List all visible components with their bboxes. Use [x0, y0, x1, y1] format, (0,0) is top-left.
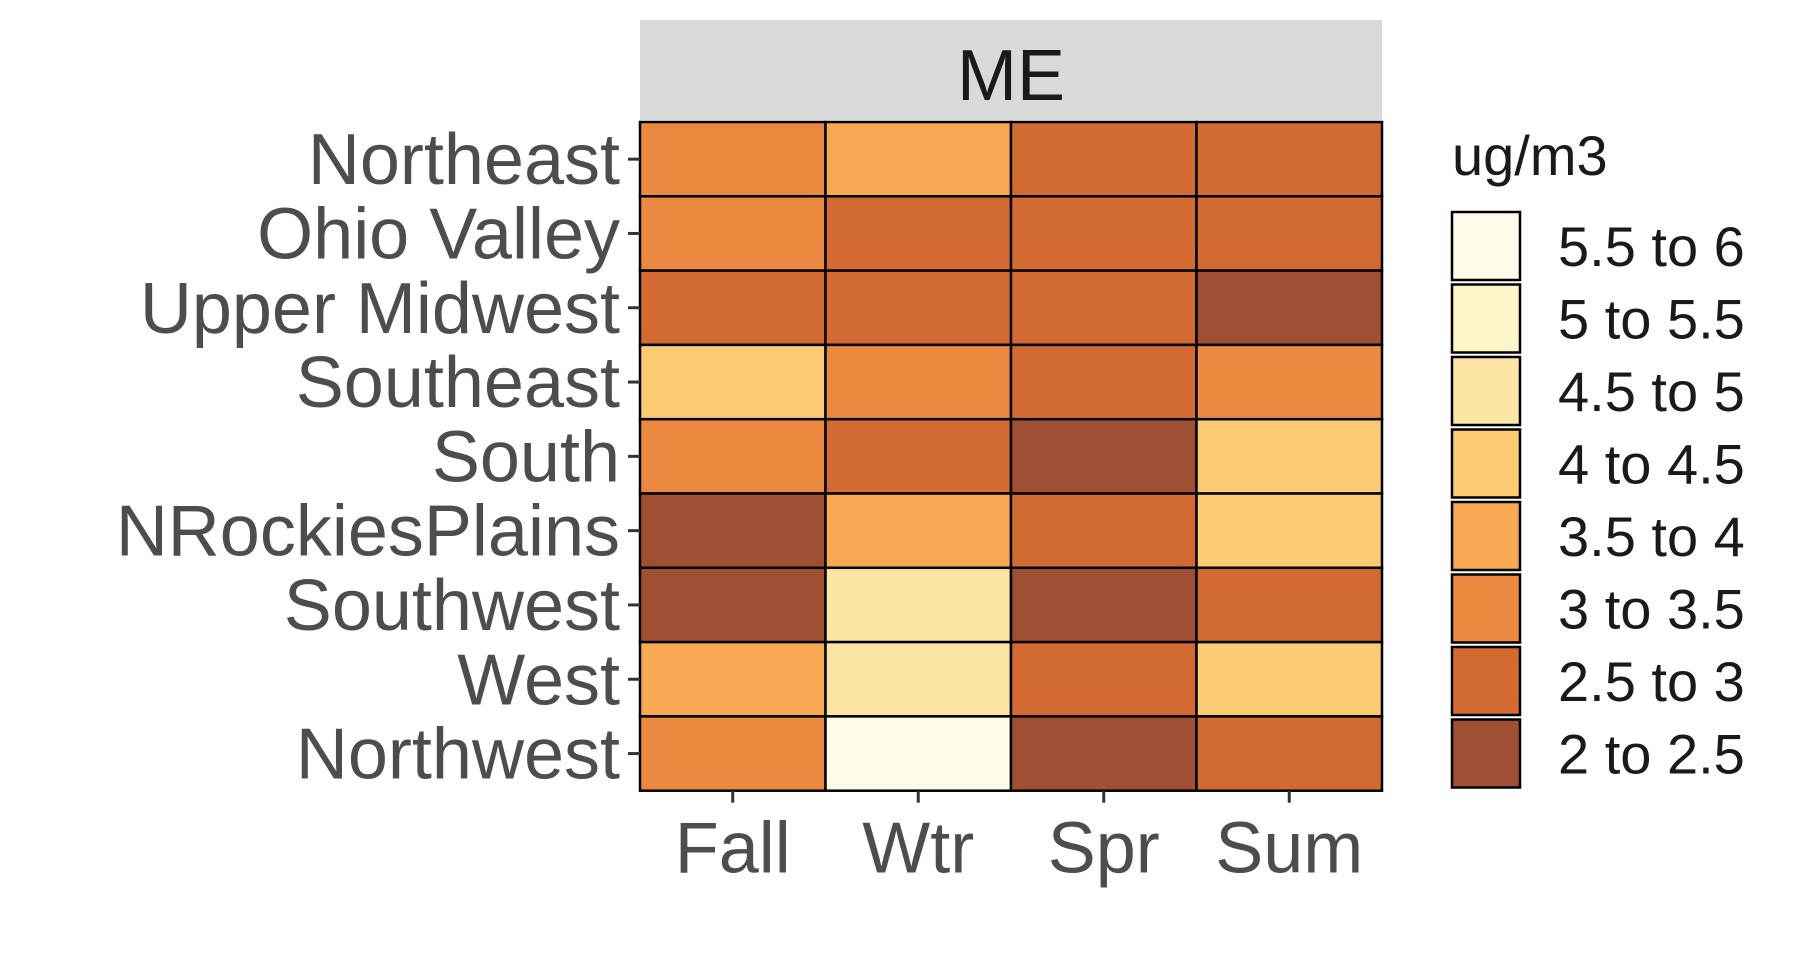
cell-south-spr: [1009, 417, 1198, 495]
cell-southwest-sum: [1195, 566, 1384, 644]
cell-southeast-sum: [1195, 343, 1384, 421]
legend-label: 3.5 to 4: [1558, 505, 1745, 568]
facet-strip: [640, 20, 1382, 120]
legend-label: 5.5 to 6: [1558, 215, 1745, 278]
cell-upper-midwest-spr: [1009, 269, 1198, 347]
legend-swatch: [1450, 210, 1522, 282]
cell-upper-midwest-sum: [1195, 269, 1384, 347]
y-tick-label: Southwest: [284, 566, 620, 646]
legend-swatch: [1450, 283, 1522, 354]
cell-northeast-wtr: [824, 120, 1013, 198]
cell-ohio-valley-spr: [1009, 195, 1198, 272]
x-tick-label: Fall: [675, 809, 791, 889]
y-tick-label: West: [457, 640, 620, 720]
cell-southeast-wtr: [824, 343, 1013, 421]
y-tick-label: Ohio Valley: [257, 194, 620, 274]
y-tick-label: Northwest: [296, 715, 620, 795]
cell-northwest-wtr: [824, 715, 1013, 792]
x-tick-label: Spr: [1048, 809, 1160, 889]
cell-ohio-valley-wtr: [824, 195, 1013, 272]
legend-label: 3 to 3.5: [1558, 578, 1745, 641]
y-tick-label: Southeast: [296, 343, 620, 423]
cell-northwest-sum: [1195, 715, 1384, 792]
legend-swatch: [1450, 718, 1522, 789]
legend-label: 4 to 4.5: [1558, 433, 1745, 496]
cell-nrockiesplains-wtr: [824, 492, 1013, 570]
cell-northeast-sum: [1195, 120, 1384, 198]
cell-upper-midwest-wtr: [824, 269, 1013, 347]
legend-label: 5 to 5.5: [1558, 288, 1745, 351]
cell-ohio-valley-fall: [638, 195, 827, 272]
legend-swatch: [1450, 573, 1522, 644]
heatmap-cells: [638, 120, 1384, 792]
legend-title: ug/m3: [1452, 124, 1608, 187]
legend-swatch: [1450, 355, 1522, 427]
x-tick-label: Sum: [1215, 809, 1363, 889]
cell-west-sum: [1195, 640, 1384, 718]
legend: ug/m3 5.5 to 6 5 to 5.5 4.5 to 5 4 to 4.5 3.…: [1450, 124, 1745, 789]
cell-northeast-spr: [1009, 120, 1198, 198]
cell-south-sum: [1195, 417, 1384, 495]
legend-swatch: [1450, 428, 1522, 499]
legend-label: 4.5 to 5: [1558, 360, 1745, 423]
cell-ohio-valley-sum: [1195, 195, 1384, 272]
legend-label: 2 to 2.5: [1558, 723, 1745, 786]
cell-northwest-spr: [1009, 715, 1198, 792]
legend-swatch: [1450, 500, 1522, 572]
cell-upper-midwest-fall: [638, 269, 827, 347]
cell-southwest-fall: [638, 566, 827, 644]
legend-label: 2.5 to 3: [1558, 650, 1745, 713]
cell-west-fall: [638, 640, 827, 718]
cell-nrockiesplains-sum: [1195, 492, 1384, 570]
cell-northwest-fall: [638, 715, 827, 792]
cell-southeast-spr: [1009, 343, 1198, 421]
cell-southwest-wtr: [824, 566, 1013, 644]
facet-title: ME: [957, 36, 1065, 116]
cell-nrockiesplains-spr: [1009, 492, 1198, 570]
y-tick-label: South: [432, 417, 620, 497]
cell-nrockiesplains-fall: [638, 492, 827, 570]
x-axis: Fall Wtr Spr Sum: [675, 790, 1363, 889]
y-tick-label: Upper Midwest: [140, 269, 620, 349]
cell-northeast-fall: [638, 120, 827, 198]
y-tick-label: NRockiesPlains: [116, 492, 620, 572]
y-tick-label: Northeast: [308, 120, 620, 200]
legend-swatch: [1450, 645, 1522, 717]
cell-south-fall: [638, 417, 827, 495]
x-tick-label: Wtr: [862, 809, 974, 889]
cell-west-spr: [1009, 640, 1198, 718]
cell-southeast-fall: [638, 343, 827, 421]
cell-west-wtr: [824, 640, 1013, 718]
cell-south-wtr: [824, 417, 1013, 495]
cell-southwest-spr: [1009, 566, 1198, 644]
